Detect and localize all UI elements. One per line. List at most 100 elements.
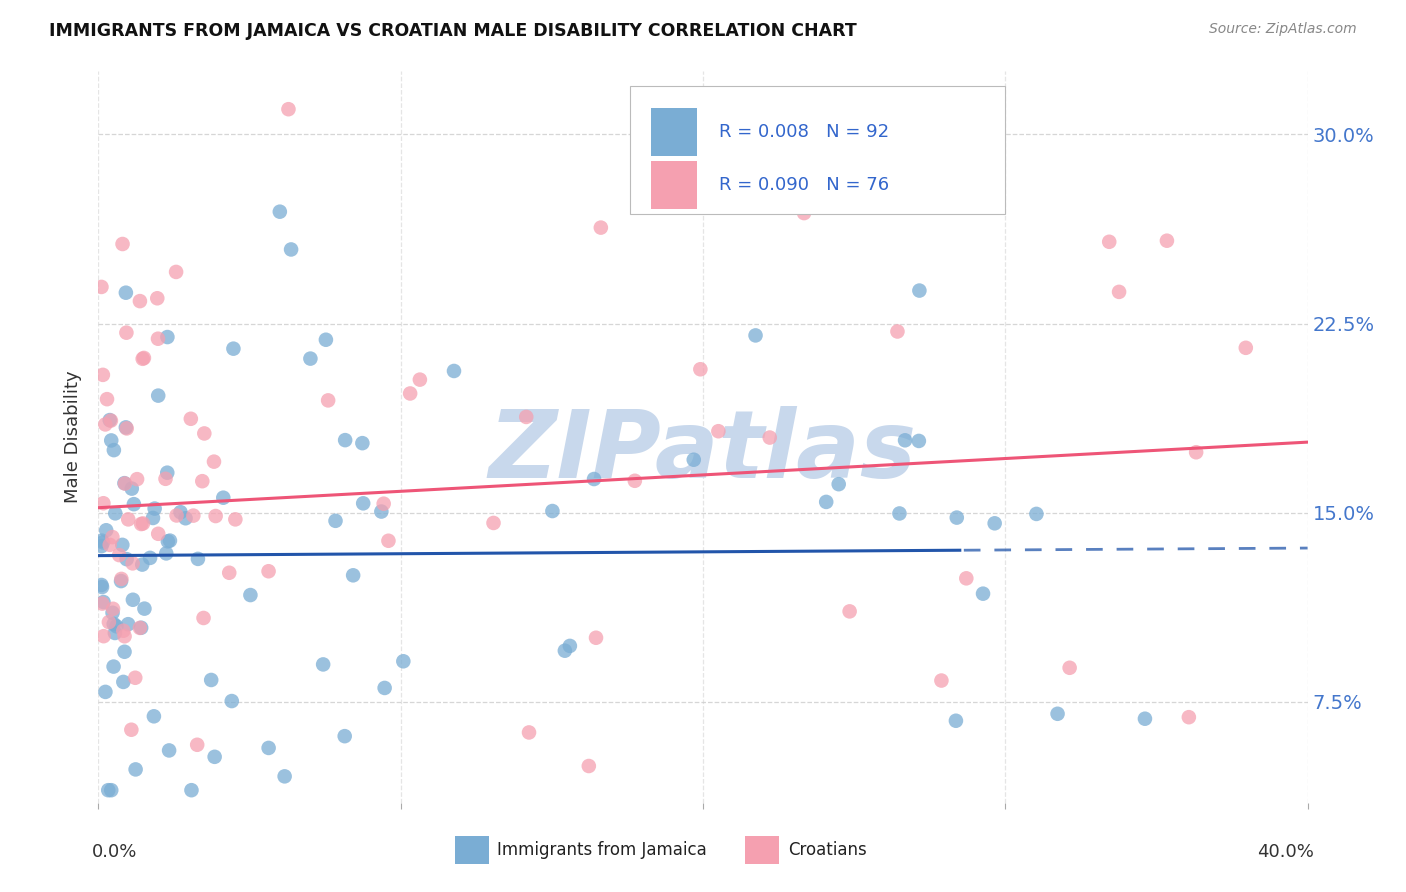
Point — [224, 512, 246, 526]
Point — [142, 709, 165, 723]
Point — [155, 546, 177, 560]
Point — [90, 533, 112, 548]
Point — [148, 389, 170, 403]
Point — [117, 617, 139, 632]
Point — [1156, 234, 1178, 248]
Point — [100, 414, 122, 428]
Point — [146, 332, 169, 346]
Point — [90, 578, 112, 592]
Point — [156, 466, 179, 480]
Point — [187, 552, 209, 566]
Point — [103, 659, 125, 673]
Text: Croatians: Croatians — [787, 841, 866, 859]
Point — [129, 294, 152, 309]
Point — [277, 102, 299, 116]
Point — [108, 548, 131, 562]
Point — [558, 639, 581, 653]
Bar — [651, 108, 697, 156]
Point — [744, 328, 766, 343]
Text: R = 0.090   N = 76: R = 0.090 N = 76 — [718, 176, 889, 194]
Point — [682, 452, 704, 467]
Point — [1234, 341, 1257, 355]
Point — [409, 373, 432, 387]
Point — [93, 629, 115, 643]
Point — [121, 557, 143, 571]
Point — [443, 364, 465, 378]
Point — [115, 326, 138, 340]
Point — [707, 424, 730, 438]
Point — [931, 673, 953, 688]
Point — [222, 342, 245, 356]
Point — [94, 417, 117, 432]
Point — [280, 243, 302, 257]
Point — [517, 725, 540, 739]
Point — [316, 393, 339, 408]
Point — [156, 330, 179, 344]
Point — [121, 482, 143, 496]
FancyBboxPatch shape — [630, 86, 1005, 214]
Point — [589, 220, 612, 235]
Point — [269, 204, 291, 219]
Point — [129, 621, 152, 635]
Point — [93, 595, 115, 609]
Point — [101, 606, 124, 620]
Point — [908, 434, 931, 448]
Point — [98, 413, 121, 427]
Text: Source: ZipAtlas.com: Source: ZipAtlas.com — [1209, 22, 1357, 37]
Point — [111, 538, 134, 552]
Point — [112, 674, 135, 689]
Point — [122, 497, 145, 511]
Point — [101, 530, 124, 544]
Point — [908, 284, 931, 298]
Point — [114, 629, 136, 643]
Point — [156, 534, 179, 549]
Point — [342, 568, 364, 582]
Point — [1098, 235, 1121, 249]
Point — [202, 455, 225, 469]
Point — [838, 604, 860, 618]
Point — [146, 291, 169, 305]
Point — [143, 501, 166, 516]
Point — [193, 611, 215, 625]
Text: 0.0%: 0.0% — [93, 843, 138, 861]
Point — [955, 571, 977, 585]
Point — [91, 535, 114, 549]
Point — [90, 280, 112, 294]
Point — [583, 472, 606, 486]
Point — [114, 645, 136, 659]
Point — [370, 504, 392, 518]
Point — [115, 421, 138, 435]
Point — [333, 729, 356, 743]
Point — [127, 472, 149, 486]
Point — [169, 505, 191, 519]
Point — [257, 564, 280, 578]
Point — [100, 434, 122, 448]
Point — [889, 507, 911, 521]
Point — [114, 420, 136, 434]
Point — [1185, 445, 1208, 459]
Point — [333, 433, 356, 447]
Point — [204, 509, 226, 524]
Point — [945, 510, 967, 524]
Point — [129, 516, 152, 531]
Point — [793, 206, 815, 220]
Point — [93, 496, 115, 510]
Point — [815, 495, 838, 509]
Point — [399, 386, 422, 401]
Point — [139, 550, 162, 565]
Point — [94, 685, 117, 699]
Point — [312, 657, 335, 672]
Point — [828, 477, 851, 491]
Point — [273, 769, 295, 783]
Bar — [745, 836, 779, 863]
Point — [115, 552, 138, 566]
Bar — [651, 161, 697, 209]
Point — [122, 592, 145, 607]
Point — [159, 533, 181, 548]
Point — [115, 285, 138, 300]
Point — [97, 783, 120, 797]
Point — [515, 409, 537, 424]
Point — [96, 523, 118, 537]
Point — [91, 580, 114, 594]
Point — [117, 512, 139, 526]
